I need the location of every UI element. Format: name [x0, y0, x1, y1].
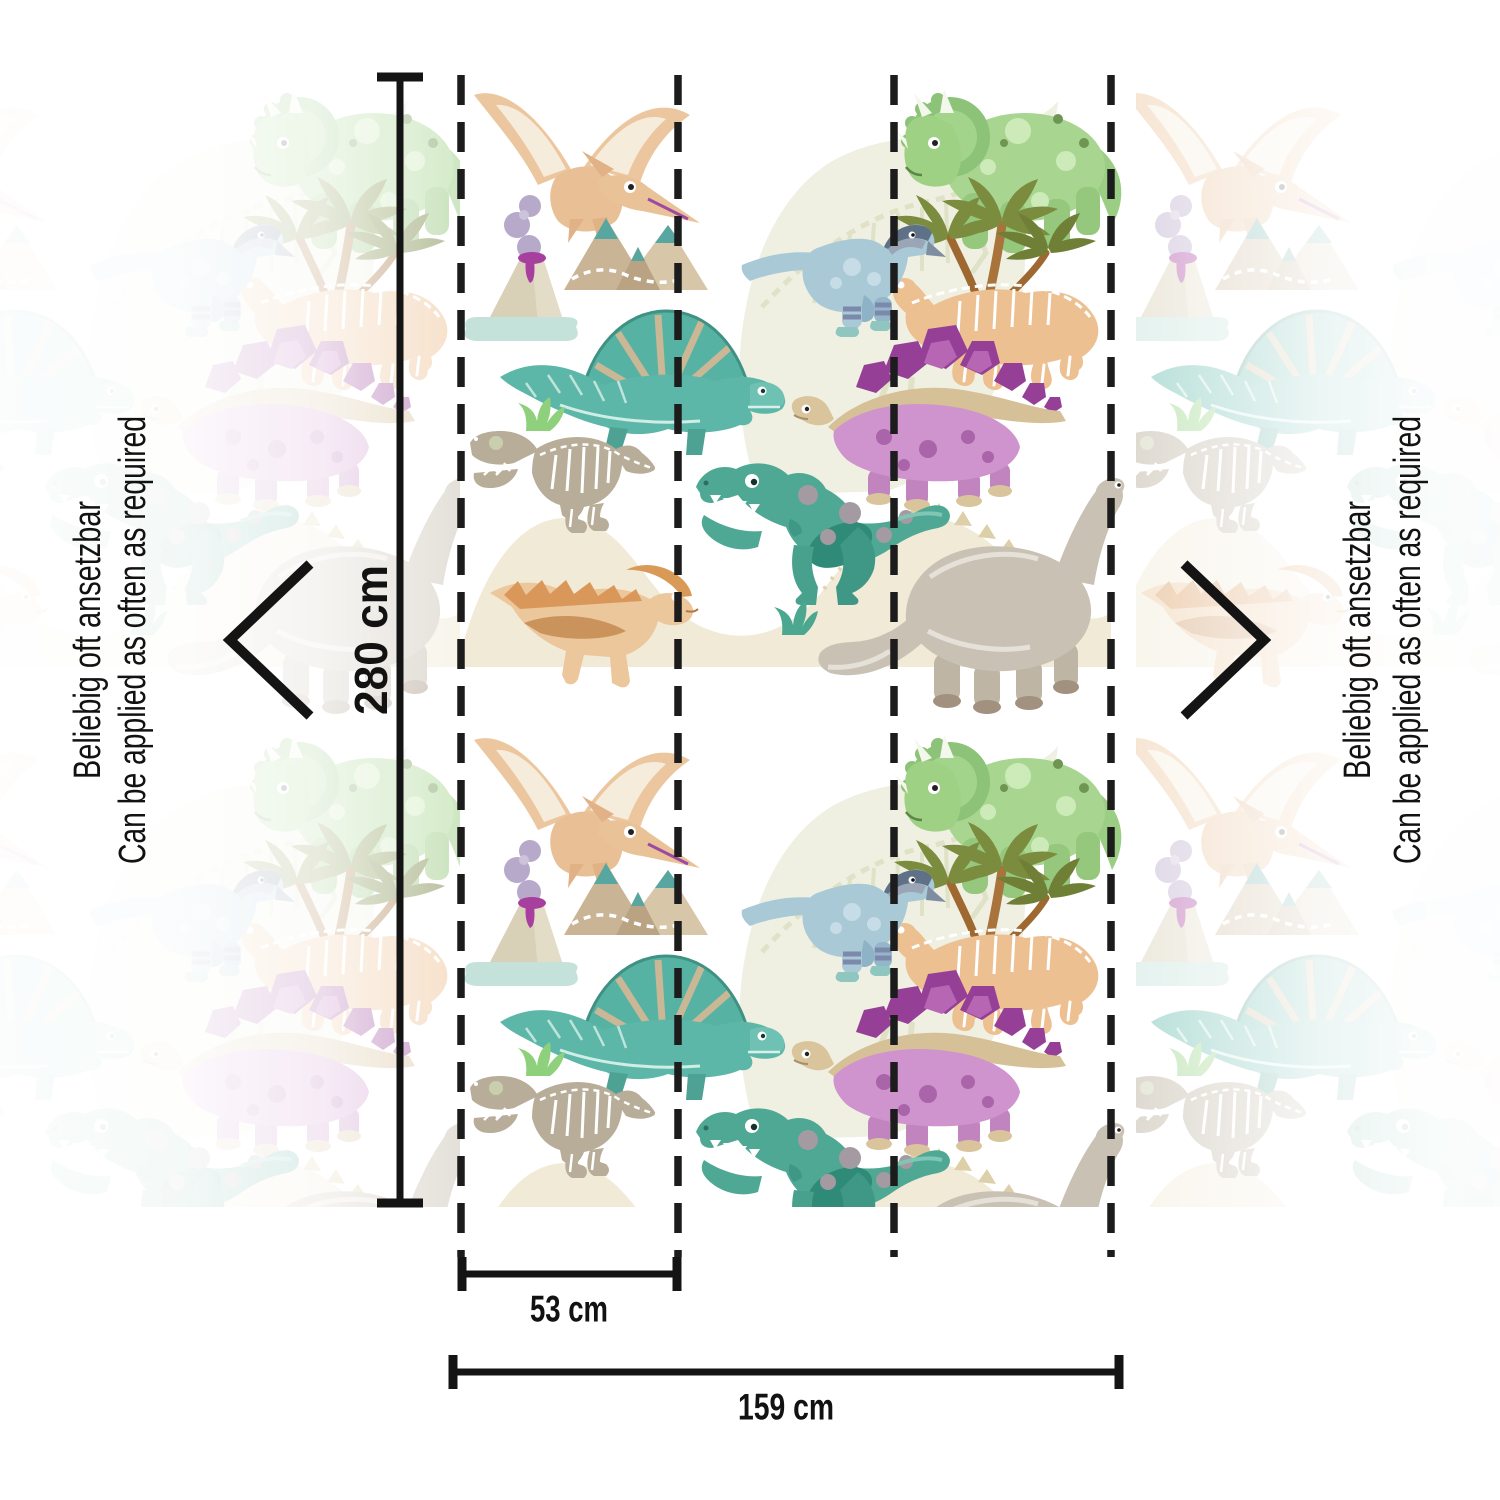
left-annotation-line-de: Beliebig oft ansetzbar	[67, 501, 109, 779]
height-dimension-label: 280 cm	[345, 565, 397, 715]
repeat-left-chevron-icon	[222, 560, 314, 720]
panel-width-dimension-label: 53 cm	[530, 1289, 608, 1330]
total-width-dimension-label: 159 cm	[738, 1387, 834, 1428]
repeat-right-chevron-icon	[1180, 560, 1272, 720]
panel-width-dimension	[457, 1257, 682, 1291]
panel-cut-lines	[457, 75, 1115, 1257]
right-annotation-line-en: Can be applied as often as required	[1387, 416, 1429, 864]
wallpaper-pattern-center	[460, 89, 1128, 1359]
right-annotation-line-de: Beliebig oft ansetzbar	[1337, 501, 1379, 779]
height-dimension	[377, 72, 423, 1208]
left-annotation-line-en: Can be applied as often as required	[112, 416, 154, 864]
total-width-dimension	[448, 1355, 1124, 1389]
right-fade-overlay	[1136, 75, 1500, 1207]
